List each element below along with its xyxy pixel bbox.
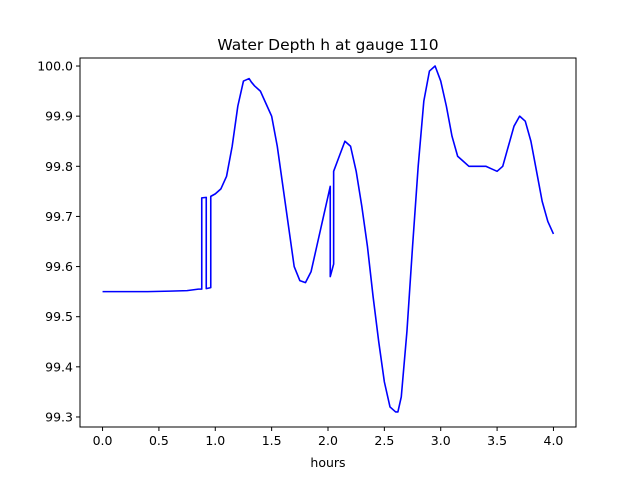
plot-area <box>102 65 555 413</box>
x-tick-label: 1.0 <box>205 433 225 448</box>
series-line-0 <box>102 65 555 413</box>
y-tick-label: 99.9 <box>45 109 73 124</box>
y-tick-label: 99.6 <box>45 259 73 274</box>
y-tick-label: 99.7 <box>45 209 73 224</box>
axis-ticks: 0.0 0.5 1.0 1.5 2.0 2.5 3.0 3.5 4.0 99.3 99.4 99.5 9… <box>37 59 563 448</box>
chart-title: Water Depth h at gauge 110 <box>217 36 438 54</box>
x-tick-label: 2.0 <box>318 433 338 448</box>
x-tick-label: 3.0 <box>431 433 451 448</box>
y-tick-label: 99.8 <box>45 159 73 174</box>
x-tick-label: 1.5 <box>262 433 282 448</box>
y-tick-label: 99.5 <box>45 309 73 324</box>
y-tick-label: 100.0 <box>37 59 73 74</box>
x-tick-label: 2.5 <box>374 433 394 448</box>
x-axis-label: hours <box>310 455 345 470</box>
x-tick-label: 0.5 <box>149 433 169 448</box>
y-tick-label: 99.4 <box>45 359 73 374</box>
x-tick-label: 4.0 <box>544 433 564 448</box>
plot-frame <box>79 57 577 428</box>
x-tick-label: 3.5 <box>487 433 507 448</box>
x-tick-label: 0.0 <box>93 433 113 448</box>
y-tick-label: 99.3 <box>45 409 73 424</box>
